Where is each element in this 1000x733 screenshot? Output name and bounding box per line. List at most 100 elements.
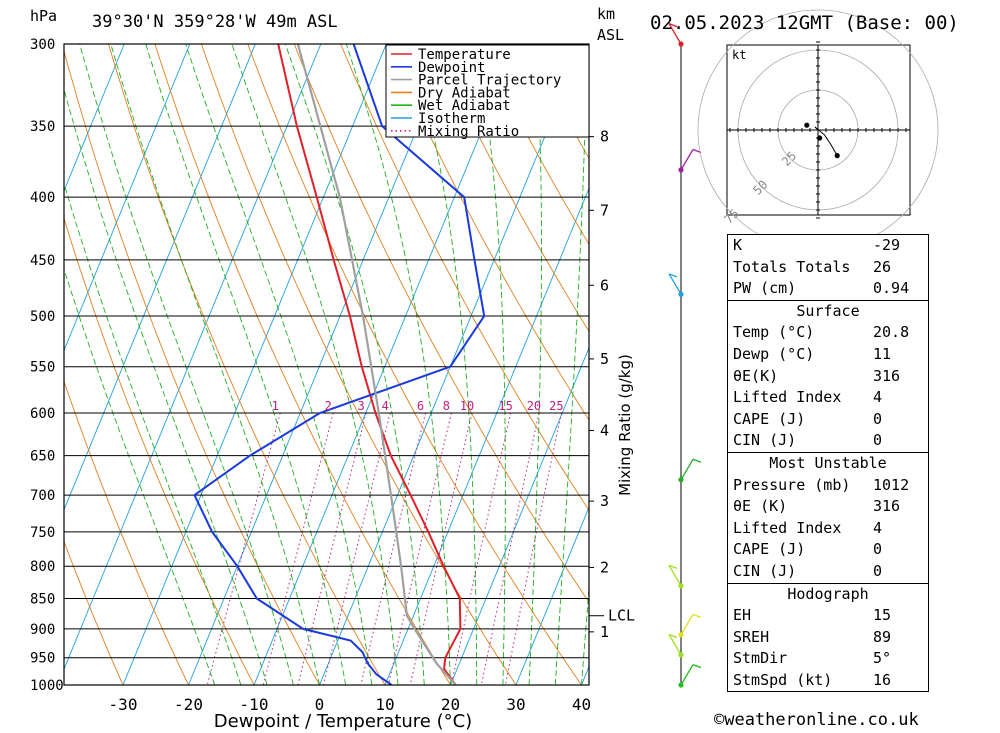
pressure-tick-label: 850 xyxy=(30,591,55,607)
dry-adiabat-line xyxy=(991,44,1000,685)
pressure-tick-label: 800 xyxy=(30,559,55,575)
mixing-ratio-label: 20 xyxy=(527,399,541,413)
surface-value: 316 xyxy=(873,366,901,385)
wind-profile xyxy=(668,22,702,688)
height-tick-label: 6 xyxy=(600,276,609,294)
most-unstable-title: Most Unstable xyxy=(728,451,928,475)
parcel-trajectory-line xyxy=(296,44,457,685)
temperature-tick-label: -30 xyxy=(109,695,138,714)
legend-entry: Mixing Ratio xyxy=(418,124,519,140)
temperature-tick-label: 20 xyxy=(441,695,460,714)
pressure-tick-label: 1000 xyxy=(30,678,64,694)
hodograph-label: SREH xyxy=(733,627,770,646)
wind-barb-flag xyxy=(668,633,678,639)
isotherm-line xyxy=(64,44,256,511)
indices-row-tt: Totals Totals 26 xyxy=(728,257,928,279)
indices-label: K xyxy=(733,236,743,254)
wind-barb-flag xyxy=(692,663,702,669)
pressure-tick-label: 500 xyxy=(30,309,55,325)
mixing-ratio-line xyxy=(262,412,334,685)
hodograph-label: StmDir xyxy=(733,649,788,668)
hodograph-point xyxy=(834,153,840,159)
surface-label: CAPE (J) xyxy=(733,409,806,428)
wind-barb-flag xyxy=(668,22,678,28)
temperature-tick-label: 0 xyxy=(315,695,325,714)
surface-value: 4 xyxy=(873,388,883,407)
isotherm-line xyxy=(450,346,589,685)
x-axis-label: Dewpoint / Temperature (°C) xyxy=(214,711,472,732)
mixing-ratio-label: 15 xyxy=(498,399,512,413)
profile-lines xyxy=(193,44,486,685)
most-unstable-value: 0 xyxy=(873,540,883,559)
mixing-ratio-label: 8 xyxy=(443,399,450,413)
mixing-ratio-label: 25 xyxy=(549,399,563,413)
surface-value: 0 xyxy=(873,431,883,450)
wind-barb xyxy=(668,23,682,45)
most-unstable-row: CAPE (J) 0 xyxy=(728,539,928,561)
dry-adiabat-line xyxy=(433,44,589,333)
hodograph-value: 5° xyxy=(873,649,892,668)
datetime-title: 02.05.2023 12GMT (Base: 00) xyxy=(650,12,959,34)
hodograph-row: SREH 89 xyxy=(728,627,928,649)
legend-entry: Wet Adiabat xyxy=(418,98,511,114)
surface-row: Lifted Index 4 xyxy=(728,387,928,409)
wet-adiabat-line xyxy=(231,44,399,685)
mixing-ratio-line xyxy=(504,412,562,685)
surface-row: Temp (°C) 20.8 xyxy=(728,322,928,344)
mixing-ratio-label: 2 xyxy=(325,399,332,413)
pressure-tick-label: 450 xyxy=(30,253,55,269)
wind-barb-flag xyxy=(668,564,678,570)
hodograph-table-title: Hodograph xyxy=(728,582,928,606)
hodograph-point xyxy=(817,135,823,141)
hodograph-row: EH 15 xyxy=(728,605,928,627)
height-tick-label: 3 xyxy=(600,492,609,510)
mixing-ratio-line xyxy=(450,412,512,685)
pressure-tick-label: 400 xyxy=(30,190,55,206)
temperature-line xyxy=(277,44,462,685)
indices-label: PW (cm) xyxy=(733,279,797,298)
legend-box xyxy=(385,44,590,138)
height-unit-asl-label: ASL xyxy=(597,26,625,44)
most-unstable-label: θE (K) xyxy=(733,497,788,516)
plot-frame xyxy=(63,43,590,686)
mixing-ratio-label: 6 xyxy=(417,399,424,413)
pressure-tick-label: 900 xyxy=(30,622,55,638)
surface-row: θE(K) 316 xyxy=(728,366,928,388)
pressure-tick-label: 300 xyxy=(30,37,55,53)
wind-barb xyxy=(680,149,694,171)
most-unstable-label: Pressure (mb) xyxy=(733,475,851,494)
credit-link[interactable]: ©weatheronline.co.uk xyxy=(714,710,919,730)
pressure-tick-label: 350 xyxy=(30,119,55,135)
pressure-tick-label: 600 xyxy=(30,406,55,422)
temperature-tick-label: 40 xyxy=(572,695,591,714)
hodograph-row: StmDir 5° xyxy=(728,648,928,670)
temperature-tick-label: 30 xyxy=(506,695,525,714)
wet-adiabat-line xyxy=(528,44,542,685)
mixing-ratio-axis-label: Mixing Ratio (g/kg) xyxy=(616,354,634,496)
surface-row: CIN (J) 0 xyxy=(728,430,928,452)
dry-adiabat-line xyxy=(944,44,1000,685)
wind-barb xyxy=(668,273,682,295)
hodograph-label: StmSpd (kt) xyxy=(733,670,833,689)
lcl-label: LCL xyxy=(608,607,635,625)
temperature-tick-label: 10 xyxy=(375,695,394,714)
indices-value: -29 xyxy=(873,236,901,254)
hodograph-row: StmSpd (kt) 16 xyxy=(728,670,928,692)
dewpoint-line xyxy=(193,44,486,685)
mixing-ratio-label: 10 xyxy=(460,399,474,413)
indices-row-pw: PW (cm) 0.94 xyxy=(728,278,928,300)
dry-adiabat-line xyxy=(386,44,589,421)
most-unstable-value: 0 xyxy=(873,561,883,580)
surface-row: Dewp (°C) 11 xyxy=(728,344,928,366)
most-unstable-row: θE (K) 316 xyxy=(728,496,928,518)
surface-label: Dewp (°C) xyxy=(733,344,815,363)
surface-value: 0 xyxy=(873,409,883,428)
isotherm-line xyxy=(384,187,589,685)
legend-entry: Parcel Trajectory xyxy=(418,73,561,89)
dry-adiabat-line xyxy=(247,44,582,685)
most-unstable-value: 316 xyxy=(873,497,901,516)
mixing-ratio-label: 4 xyxy=(382,399,389,413)
isotherm-line xyxy=(253,44,518,685)
